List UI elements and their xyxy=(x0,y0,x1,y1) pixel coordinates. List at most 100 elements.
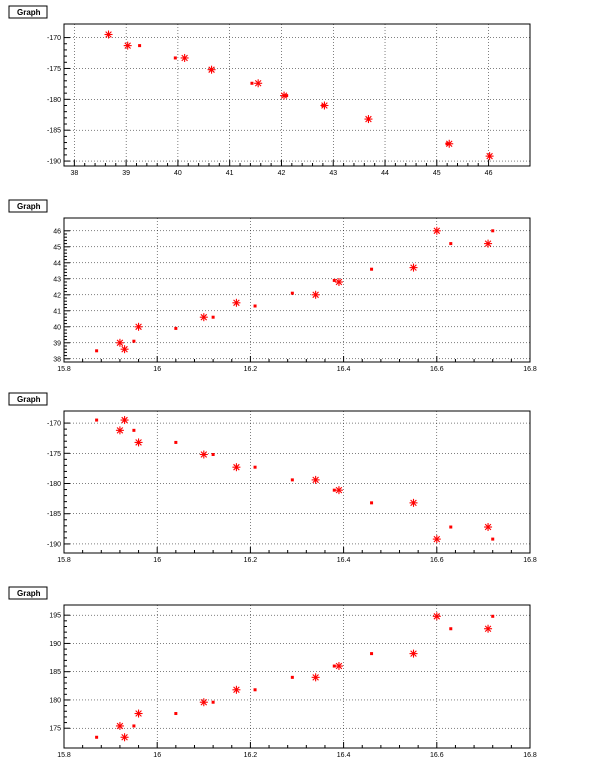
y-tick-label: 46 xyxy=(53,228,61,235)
square-marker xyxy=(95,735,99,739)
star-marker xyxy=(199,313,208,322)
square-marker xyxy=(370,652,374,656)
star-marker xyxy=(199,698,208,707)
star-marker xyxy=(334,662,343,671)
star-marker xyxy=(232,463,241,472)
y-tick-label: 180 xyxy=(49,697,61,704)
x-tick-label: 39 xyxy=(122,170,130,177)
square-marker xyxy=(253,688,257,692)
x-tick-label: 16 xyxy=(153,752,161,759)
star-marker xyxy=(120,733,129,742)
star-marker xyxy=(104,30,113,39)
star-marker xyxy=(311,475,320,484)
graph-panel-3: 15.8 16 16.2 16.4 16.6 16.8 -170 -175 -180 -185 -1… xyxy=(8,392,537,564)
star-marker xyxy=(134,709,143,718)
y-tick-label: -190 xyxy=(47,541,61,548)
square-marker xyxy=(366,117,370,121)
y-tick-label: 185 xyxy=(49,669,61,676)
square-marker xyxy=(209,68,213,72)
y-tick-label: -185 xyxy=(47,511,61,518)
y-tick-label: -180 xyxy=(47,481,61,488)
square-marker xyxy=(332,488,336,492)
graph-title-box: Graph xyxy=(8,5,48,19)
y-tick-label: 44 xyxy=(53,260,61,267)
x-tick-label: 16.6 xyxy=(430,557,444,564)
graph-title-box: Graph xyxy=(8,586,48,600)
x-tick-label: 16.8 xyxy=(523,557,537,564)
star-marker xyxy=(199,450,208,459)
y-tick-label: 190 xyxy=(49,641,61,648)
star-marker xyxy=(409,649,418,658)
x-tick-label: 38 xyxy=(70,170,78,177)
square-marker xyxy=(174,326,178,330)
y-tick-label: 42 xyxy=(53,292,61,299)
square-marker xyxy=(253,465,257,469)
y-tick-label: -175 xyxy=(47,66,61,73)
square-marker xyxy=(211,700,215,704)
y-tick-label: -175 xyxy=(47,451,61,458)
y-tick-label: -170 xyxy=(47,421,61,428)
star-marker xyxy=(334,486,343,495)
star-marker xyxy=(409,263,418,272)
square-marker xyxy=(211,453,215,457)
square-marker xyxy=(491,229,495,233)
square-marker xyxy=(449,525,453,529)
star-marker xyxy=(445,139,454,148)
y-tick-label: -180 xyxy=(47,97,61,104)
x-tick-label: 46 xyxy=(485,170,493,177)
square-marker xyxy=(290,675,294,679)
x-tick-label: 16.8 xyxy=(523,366,537,373)
graph-title: Graph xyxy=(17,8,41,17)
square-marker xyxy=(132,339,136,343)
star-marker xyxy=(484,624,493,633)
x-tick-label: 15.8 xyxy=(57,557,71,564)
x-tick-label: 45 xyxy=(433,170,441,177)
star-marker xyxy=(254,79,263,88)
y-tick-label: -170 xyxy=(47,35,61,42)
x-tick-label: 44 xyxy=(381,170,389,177)
star-marker xyxy=(115,721,124,730)
x-tick-label: 42 xyxy=(278,170,286,177)
star-marker xyxy=(409,498,418,507)
x-tick-label: 40 xyxy=(174,170,182,177)
square-marker xyxy=(132,428,136,432)
square-marker xyxy=(174,712,178,716)
star-marker xyxy=(120,416,129,425)
y-tick-label: 175 xyxy=(49,726,61,733)
square-marker xyxy=(370,501,374,505)
star-marker xyxy=(180,53,189,62)
star-marker xyxy=(115,338,124,347)
x-tick-label: 41 xyxy=(226,170,234,177)
y-tick-label: 39 xyxy=(53,340,61,347)
square-marker xyxy=(445,142,449,146)
square-marker xyxy=(174,440,178,444)
y-tick-label: 41 xyxy=(53,308,61,315)
plot-frame xyxy=(63,217,531,363)
y-tick-label: 195 xyxy=(49,613,61,620)
square-marker xyxy=(173,56,177,60)
star-marker xyxy=(232,298,241,307)
graph-title: Graph xyxy=(17,202,41,211)
star-marker xyxy=(432,535,441,544)
square-marker xyxy=(132,724,136,728)
star-marker xyxy=(232,685,241,694)
plot-frame xyxy=(63,604,531,749)
y-tick-label: 38 xyxy=(53,356,61,363)
graph-title-box: Graph xyxy=(8,199,48,213)
square-marker xyxy=(285,94,289,98)
square-marker xyxy=(211,315,215,319)
star-marker xyxy=(134,322,143,331)
star-marker xyxy=(120,345,129,354)
plot-frame xyxy=(63,410,531,554)
y-tick-label: 43 xyxy=(53,276,61,283)
x-tick-label: 15.8 xyxy=(57,366,71,373)
x-tick-label: 16.6 xyxy=(430,752,444,759)
graph-title-box: Graph xyxy=(8,392,48,406)
star-marker xyxy=(123,41,132,50)
x-tick-label: 16 xyxy=(153,557,161,564)
square-marker xyxy=(449,242,453,246)
square-marker xyxy=(290,291,294,295)
y-tick-label: -185 xyxy=(47,128,61,135)
star-marker xyxy=(484,239,493,248)
